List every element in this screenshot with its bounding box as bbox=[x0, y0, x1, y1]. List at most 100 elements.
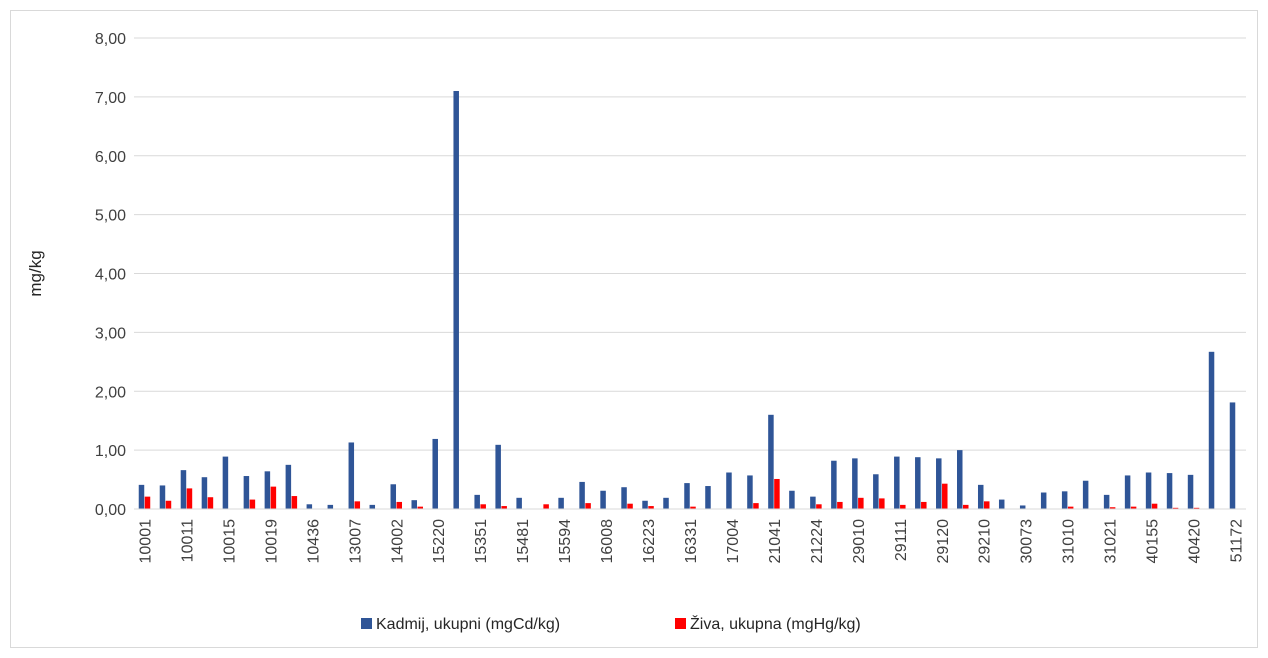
bar-ziva bbox=[501, 506, 507, 509]
bar-kadmij bbox=[915, 457, 921, 509]
bar-kadmij bbox=[789, 490, 795, 509]
y-tick-label: 5,00 bbox=[95, 208, 126, 225]
bar-ziva bbox=[165, 500, 172, 509]
x-tick-label: 10011 bbox=[179, 519, 196, 562]
x-tick-label: 16008 bbox=[599, 519, 616, 564]
bar-ziva bbox=[879, 498, 885, 509]
bar-ziva bbox=[753, 503, 759, 509]
bar-kadmij bbox=[1103, 494, 1110, 509]
bar-kadmij bbox=[579, 481, 585, 509]
x-tick-label: 30073 bbox=[1019, 519, 1036, 564]
bar-ziva bbox=[354, 501, 361, 509]
x-tick-label: 13007 bbox=[347, 519, 364, 564]
bar-kadmij bbox=[222, 456, 229, 509]
bar-ziva bbox=[585, 503, 591, 509]
bar-kadmij bbox=[642, 500, 648, 509]
bar-ziva bbox=[249, 499, 256, 509]
bar-ziva bbox=[816, 504, 822, 509]
bar-kadmij bbox=[453, 90, 459, 510]
x-tick-label: 14002 bbox=[389, 519, 406, 564]
bar-ziva bbox=[186, 488, 193, 509]
bar-kadmij bbox=[1166, 473, 1173, 509]
bar-kadmij bbox=[936, 458, 942, 509]
bar-kadmij bbox=[138, 484, 145, 509]
bar-ziva bbox=[207, 497, 214, 509]
x-tick-label: 10019 bbox=[263, 519, 280, 564]
bar-kadmij bbox=[684, 483, 690, 509]
bar-kadmij bbox=[390, 484, 397, 509]
bar-kadmij bbox=[977, 484, 984, 509]
x-tick-label: 15594 bbox=[557, 519, 574, 564]
bar-ziva bbox=[291, 496, 298, 509]
x-tick-label: 21224 bbox=[809, 519, 826, 564]
bar-kadmij bbox=[621, 487, 627, 509]
bar-kadmij bbox=[600, 490, 606, 509]
bar-kadmij bbox=[201, 477, 208, 509]
bar-kadmij bbox=[1082, 480, 1089, 509]
bar-ziva bbox=[270, 486, 277, 509]
x-tick-label: 29120 bbox=[935, 519, 952, 564]
bar-ziva bbox=[144, 496, 151, 509]
bar-ziva bbox=[983, 501, 990, 509]
bar-ziva bbox=[837, 501, 843, 509]
bar-ziva bbox=[543, 504, 549, 509]
bar-kadmij bbox=[957, 450, 963, 509]
bar-kadmij bbox=[894, 456, 900, 509]
legend-item-ziva-swatch bbox=[675, 618, 686, 629]
bar-ziva bbox=[648, 506, 654, 509]
bar-kadmij bbox=[159, 485, 166, 509]
y-tick-label: 2,00 bbox=[95, 384, 126, 401]
bar-ziva bbox=[774, 478, 780, 509]
x-tick-label: 51172 bbox=[1229, 519, 1246, 562]
y-tick-label: 3,00 bbox=[95, 325, 126, 342]
x-tick-label: 10436 bbox=[305, 519, 322, 564]
legend-item-kadmij-label: Kadmij, ukupni (mgCd/kg) bbox=[376, 616, 560, 633]
bar-kadmij bbox=[1040, 492, 1047, 509]
bar-kadmij bbox=[285, 464, 292, 509]
bar-kadmij bbox=[432, 438, 438, 509]
bar-kadmij bbox=[516, 497, 522, 509]
y-tick-label: 0,00 bbox=[95, 502, 126, 519]
bar-kadmij bbox=[327, 504, 334, 509]
x-tick-label: 10015 bbox=[221, 519, 238, 564]
bar-kadmij bbox=[852, 458, 858, 509]
bar-ziva bbox=[1193, 507, 1200, 509]
x-tick-label: 10001 bbox=[137, 519, 154, 564]
bar-ziva bbox=[480, 504, 486, 509]
x-tick-label: 29210 bbox=[977, 519, 994, 564]
x-tick-label: 15351 bbox=[473, 519, 490, 564]
y-tick-label: 1,00 bbox=[95, 443, 126, 460]
x-tick-label: 31021 bbox=[1103, 519, 1120, 564]
bar-kadmij bbox=[1208, 351, 1215, 509]
y-tick-label: 4,00 bbox=[95, 267, 126, 284]
bar-kadmij bbox=[264, 471, 271, 509]
x-tick-label: 21041 bbox=[767, 519, 784, 564]
bar-kadmij bbox=[998, 499, 1005, 509]
x-tick-label: 29111 bbox=[893, 519, 910, 561]
bar-ziva bbox=[921, 501, 927, 509]
x-tick-label: 40155 bbox=[1145, 519, 1162, 564]
bar-kadmij bbox=[873, 474, 879, 509]
bar-kadmij bbox=[663, 497, 669, 509]
bar-kadmij bbox=[831, 460, 837, 509]
bar-kadmij bbox=[180, 470, 187, 509]
y-tick-label: 7,00 bbox=[95, 90, 126, 107]
bar-kadmij bbox=[1187, 474, 1194, 509]
bar-kadmij bbox=[1229, 402, 1236, 509]
bar-kadmij bbox=[474, 494, 480, 509]
bar-kadmij bbox=[495, 444, 501, 509]
bar-ziva bbox=[690, 506, 696, 509]
bar-kadmij bbox=[411, 500, 417, 509]
bar-ziva bbox=[900, 504, 906, 509]
legend-item-ziva-label: Živa, ukupna (mgHg/kg) bbox=[690, 614, 861, 633]
x-tick-label: 16331 bbox=[683, 519, 700, 564]
bar-ziva bbox=[1130, 506, 1137, 509]
bar-kadmij bbox=[726, 472, 732, 509]
bar-ziva bbox=[1067, 506, 1074, 509]
bar-ziva bbox=[963, 504, 969, 509]
bar-ziva bbox=[858, 497, 864, 509]
legend-item-kadmij-swatch bbox=[361, 618, 372, 629]
bar-ziva bbox=[396, 501, 403, 509]
bar-kadmij bbox=[369, 504, 376, 509]
